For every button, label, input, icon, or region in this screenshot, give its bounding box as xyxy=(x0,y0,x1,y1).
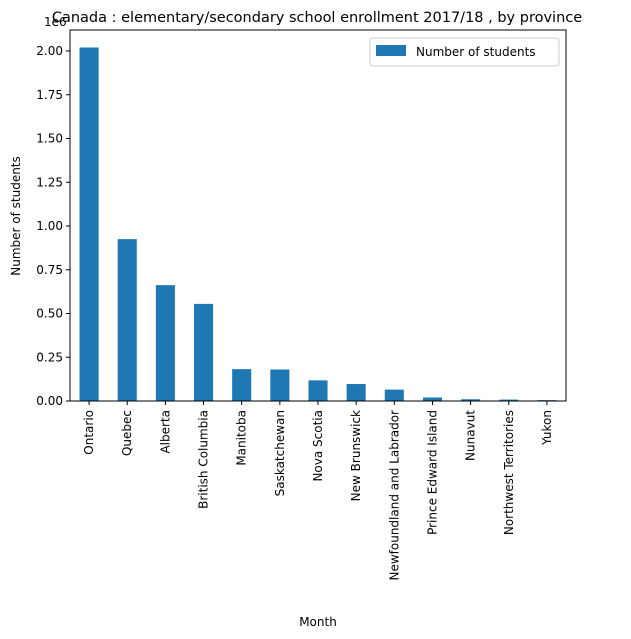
x-axis-ticks: Ontario Quebec Alberta British Columbia Mani… xyxy=(82,401,554,581)
chart-title: Canada : elementary/secondary school enr… xyxy=(52,10,582,26)
y-axis-offset-label: 1e6 xyxy=(44,15,67,29)
bar-prince-edward-island xyxy=(423,398,442,402)
bar-new-brunswick xyxy=(347,384,366,401)
x-tick-label: Alberta xyxy=(158,410,172,454)
x-tick-label: Manitoba xyxy=(235,410,249,466)
x-tick-label: British Columbia xyxy=(197,410,211,509)
bar-newfoundland-and-labrador xyxy=(385,390,404,401)
x-tick-label: Prince Edward Island xyxy=(425,410,439,535)
y-tick-label: 1.25 xyxy=(36,175,63,189)
x-tick-label: Ontario xyxy=(82,410,96,455)
y-tick-label: 1.00 xyxy=(36,219,63,233)
x-tick-label: Saskatchewan xyxy=(273,410,287,496)
bar-manitoba xyxy=(232,369,251,401)
x-axis-label: Month xyxy=(299,615,337,629)
bars-group xyxy=(80,48,557,402)
x-tick-label: Northwest Territories xyxy=(502,410,516,535)
y-tick-label: 1.50 xyxy=(36,132,63,146)
bar-saskatchewan xyxy=(270,370,289,402)
x-tick-label: Yukon xyxy=(540,410,554,446)
y-tick-label: 0.75 xyxy=(36,263,63,277)
bar-alberta xyxy=(156,285,175,401)
legend-swatch xyxy=(376,45,406,56)
y-tick-label: 1.75 xyxy=(36,88,63,102)
legend-label: Number of students xyxy=(416,45,536,59)
y-axis-ticks: 0.00 0.25 0.50 0.75 1.00 1.25 1.50 1.75 2.00 xyxy=(36,44,70,408)
x-tick-label: New Brunswick xyxy=(349,410,363,501)
y-tick-label: 0.00 xyxy=(36,394,63,408)
x-tick-label: Nunavut xyxy=(464,410,478,461)
y-tick-label: 0.50 xyxy=(36,307,63,321)
bar-ontario xyxy=(80,48,99,402)
legend: Number of students xyxy=(370,38,559,66)
bar-nova-scotia xyxy=(308,380,327,401)
plot-area-frame xyxy=(70,30,566,401)
bar-british-columbia xyxy=(194,304,213,401)
bar-quebec xyxy=(118,239,137,401)
x-tick-label: Newfoundland and Labrador xyxy=(387,410,401,581)
y-tick-label: 2.00 xyxy=(36,44,63,58)
y-axis-label: Number of students xyxy=(9,156,23,276)
x-tick-label: Nova Scotia xyxy=(311,410,325,482)
x-tick-label: Quebec xyxy=(120,410,134,456)
y-tick-label: 0.25 xyxy=(36,350,63,364)
